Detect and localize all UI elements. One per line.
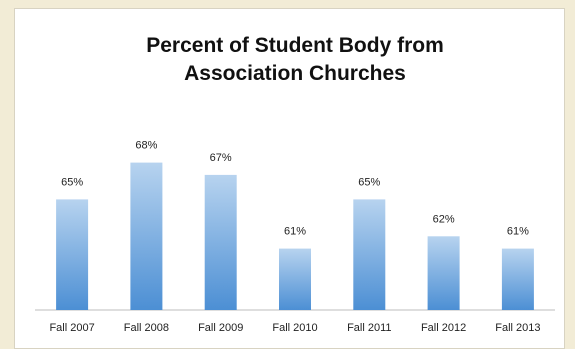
chart-title-line-2: Association Churches — [184, 62, 406, 85]
x-tick-label-fall-2008: Fall 2008 — [124, 322, 169, 334]
x-tick-label-fall-2009: Fall 2009 — [198, 322, 243, 334]
data-label-fall-2007: 65% — [61, 176, 83, 188]
bar-fall-2012 — [427, 236, 460, 310]
data-label-fall-2013: 61% — [507, 226, 529, 238]
bar-fall-2009 — [204, 174, 237, 310]
bars-group — [56, 162, 534, 310]
bar-fall-2010 — [279, 248, 311, 310]
x-tick-label-fall-2011: Fall 2011 — [347, 322, 391, 334]
x-tick-label-fall-2012: Fall 2012 — [421, 322, 466, 334]
data-label-fall-2008: 68% — [135, 140, 157, 152]
chart-title-line-1: Percent of Student Body from — [146, 34, 444, 57]
bar-fall-2008 — [130, 162, 163, 310]
bar-fall-2013 — [501, 248, 534, 310]
x-tick-label-fall-2013: Fall 2013 — [495, 322, 540, 334]
data-label-fall-2009: 67% — [210, 152, 232, 164]
data-labels-group: 65% 68% 67% 61% 65% 62% 61% — [61, 140, 529, 238]
x-tick-label-fall-2010: Fall 2010 — [272, 322, 317, 334]
data-label-fall-2012: 62% — [433, 213, 455, 225]
bar-fall-2011 — [353, 199, 386, 310]
x-tick-labels-group: Fall 2007 Fall 2008 Fall 2009 Fall 2010 Fall… — [49, 322, 540, 334]
data-label-fall-2011: 65% — [358, 176, 380, 188]
x-tick-label-fall-2007: Fall 2007 — [49, 322, 94, 334]
data-label-fall-2010: 61% — [284, 226, 306, 238]
bar-fall-2007 — [56, 199, 89, 310]
